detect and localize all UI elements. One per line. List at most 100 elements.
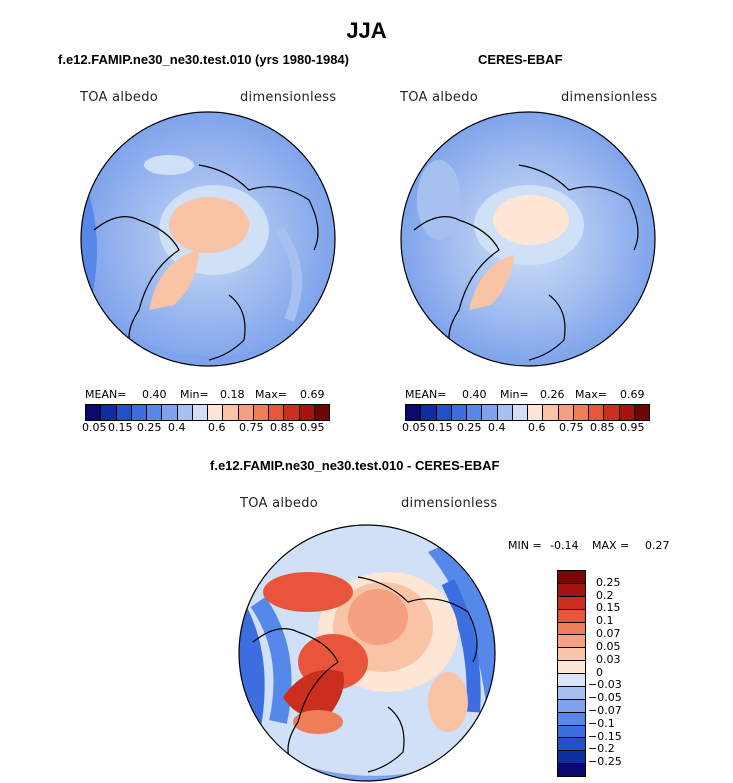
panel2-mean-label: MEAN= bbox=[405, 388, 447, 401]
colorbar-swatch bbox=[223, 405, 239, 420]
colorbar-swatch bbox=[634, 405, 649, 420]
colorbar-swatch bbox=[253, 405, 269, 420]
colorbar-swatch bbox=[558, 686, 585, 700]
diff-colorbar-tick-label: −0.2 bbox=[588, 742, 615, 756]
colorbar-tick-label: 0.95 bbox=[300, 421, 325, 434]
colorbar-tick-label: 0.6 bbox=[528, 421, 546, 434]
diff-colorbar-tick-label: −0.07 bbox=[588, 703, 622, 717]
diff-variable-label: TOA albedo bbox=[240, 496, 319, 511]
colorbar-swatch bbox=[451, 405, 467, 420]
colorbar-tick-label: 0.15 bbox=[108, 421, 133, 434]
diff-colorbar-tick-label: −0.05 bbox=[588, 691, 622, 705]
colorbar-swatch bbox=[558, 661, 585, 674]
colorbar-swatch bbox=[558, 725, 585, 739]
colorbar-swatch bbox=[269, 405, 285, 420]
diff-min-label: MIN = bbox=[508, 539, 542, 552]
diff-colorbar-tick-label: 0 bbox=[596, 665, 603, 679]
panel1-colorbar bbox=[85, 404, 330, 421]
page-title: JJA bbox=[346, 18, 387, 43]
colorbar-swatch bbox=[482, 405, 498, 420]
colorbar-swatch bbox=[604, 405, 620, 420]
panel2-polar-map bbox=[400, 111, 656, 367]
diff-colorbar-tick-label: 0.25 bbox=[596, 575, 621, 589]
panel2-subtitle: CERES-EBAF bbox=[478, 52, 563, 67]
diff-subtitle: f.e12.FAMIP.ne30_ne30.test.010 - CERES-E… bbox=[210, 458, 500, 473]
panel1-min-value: 0.18 bbox=[220, 388, 245, 401]
panel1-polar-map bbox=[80, 111, 336, 367]
colorbar-swatch bbox=[101, 405, 117, 420]
diff-colorbar-tick-label: 0.15 bbox=[596, 601, 621, 615]
diff-colorbar-tick-label: 0.03 bbox=[596, 652, 621, 666]
colorbar-swatch bbox=[558, 405, 574, 420]
colorbar-swatch bbox=[86, 405, 102, 420]
panel1-mean-label: MEAN= bbox=[85, 388, 127, 401]
colorbar-swatch bbox=[162, 405, 178, 420]
colorbar-tick-label: 0.75 bbox=[559, 421, 584, 434]
colorbar-swatch bbox=[314, 405, 329, 420]
diff-colorbar-tick-label: 0.2 bbox=[596, 588, 614, 602]
colorbar-swatch bbox=[406, 405, 422, 420]
colorbar-swatch bbox=[558, 712, 585, 726]
colorbar-swatch bbox=[497, 405, 513, 420]
colorbar-tick-label: 0.15 bbox=[428, 421, 453, 434]
colorbar-swatch bbox=[558, 764, 585, 776]
diff-max-label: MAX = bbox=[592, 539, 630, 552]
diff-units-label: dimensionless bbox=[401, 496, 498, 511]
panel1-units-label: dimensionless bbox=[240, 90, 337, 105]
colorbar-tick-label: 0.25 bbox=[137, 421, 162, 434]
diff-min-value: -0.14 bbox=[550, 539, 579, 552]
colorbar-tick-label: 0.75 bbox=[239, 421, 264, 434]
panel1-subtitle: f.e12.FAMIP.ne30_ne30.test.010 (yrs 1980… bbox=[58, 52, 349, 67]
colorbar-tick-label: 0.85 bbox=[590, 421, 615, 434]
diff-max-value: 0.27 bbox=[645, 539, 670, 552]
colorbar-tick-label: 0.4 bbox=[488, 421, 506, 434]
colorbar-swatch bbox=[131, 405, 147, 420]
colorbar-tick-label: 0.25 bbox=[457, 421, 482, 434]
colorbar-swatch bbox=[558, 596, 585, 610]
colorbar-swatch bbox=[558, 583, 585, 597]
colorbar-swatch bbox=[573, 405, 589, 420]
panel1-min-label: Min= bbox=[180, 388, 209, 401]
colorbar-swatch bbox=[619, 405, 635, 420]
colorbar-swatch bbox=[558, 622, 585, 636]
panel1-max-label: Max= bbox=[255, 388, 287, 401]
colorbar-swatch bbox=[284, 405, 300, 420]
panel2-min-label: Min= bbox=[500, 388, 529, 401]
colorbar-swatch bbox=[558, 674, 585, 687]
diff-colorbar-tick-label: −0.1 bbox=[588, 716, 615, 730]
colorbar-swatch bbox=[192, 405, 208, 420]
colorbar-swatch bbox=[558, 571, 585, 584]
diff-colorbar-ticks: 0.25 0.2 0.15 0.1 0.07 0.05 0.03 0 −0.03 −0.05 −0.… bbox=[588, 570, 668, 775]
colorbar-swatch bbox=[147, 405, 163, 420]
panel1-max-value: 0.69 bbox=[300, 388, 325, 401]
panel2-min-value: 0.26 bbox=[540, 388, 565, 401]
panel2-mean-value: 0.40 bbox=[462, 388, 487, 401]
colorbar-swatch bbox=[436, 405, 452, 420]
panel2-max-label: Max= bbox=[575, 388, 607, 401]
panel2-max-value: 0.69 bbox=[620, 388, 645, 401]
diff-polar-map bbox=[238, 524, 496, 782]
panel1-variable-label: TOA albedo bbox=[80, 90, 159, 105]
colorbar-swatch bbox=[238, 405, 254, 420]
colorbar-tick-label: 0.95 bbox=[620, 421, 645, 434]
colorbar-tick-label: 0.05 bbox=[82, 421, 107, 434]
colorbar-swatch bbox=[558, 648, 585, 662]
colorbar-tick-label: 0.6 bbox=[208, 421, 226, 434]
colorbar-swatch bbox=[177, 405, 193, 420]
colorbar-swatch bbox=[558, 738, 585, 752]
colorbar-swatch bbox=[421, 405, 437, 420]
panel2-variable-label: TOA albedo bbox=[400, 90, 479, 105]
panel2-colorbar bbox=[405, 404, 650, 421]
colorbar-swatch bbox=[512, 405, 528, 420]
colorbar-tick-label: 0.4 bbox=[168, 421, 186, 434]
panel2-units-label: dimensionless bbox=[561, 90, 658, 105]
colorbar-swatch bbox=[208, 405, 224, 420]
colorbar-swatch bbox=[528, 405, 544, 420]
diff-colorbar-tick-label: 0.07 bbox=[596, 627, 621, 641]
colorbar-tick-label: 0.05 bbox=[402, 421, 427, 434]
diff-colorbar bbox=[557, 570, 586, 777]
diff-colorbar-tick-label: −0.15 bbox=[588, 729, 622, 743]
colorbar-swatch bbox=[558, 699, 585, 713]
colorbar-swatch bbox=[558, 609, 585, 623]
diff-colorbar-tick-label: 0.1 bbox=[596, 614, 614, 628]
